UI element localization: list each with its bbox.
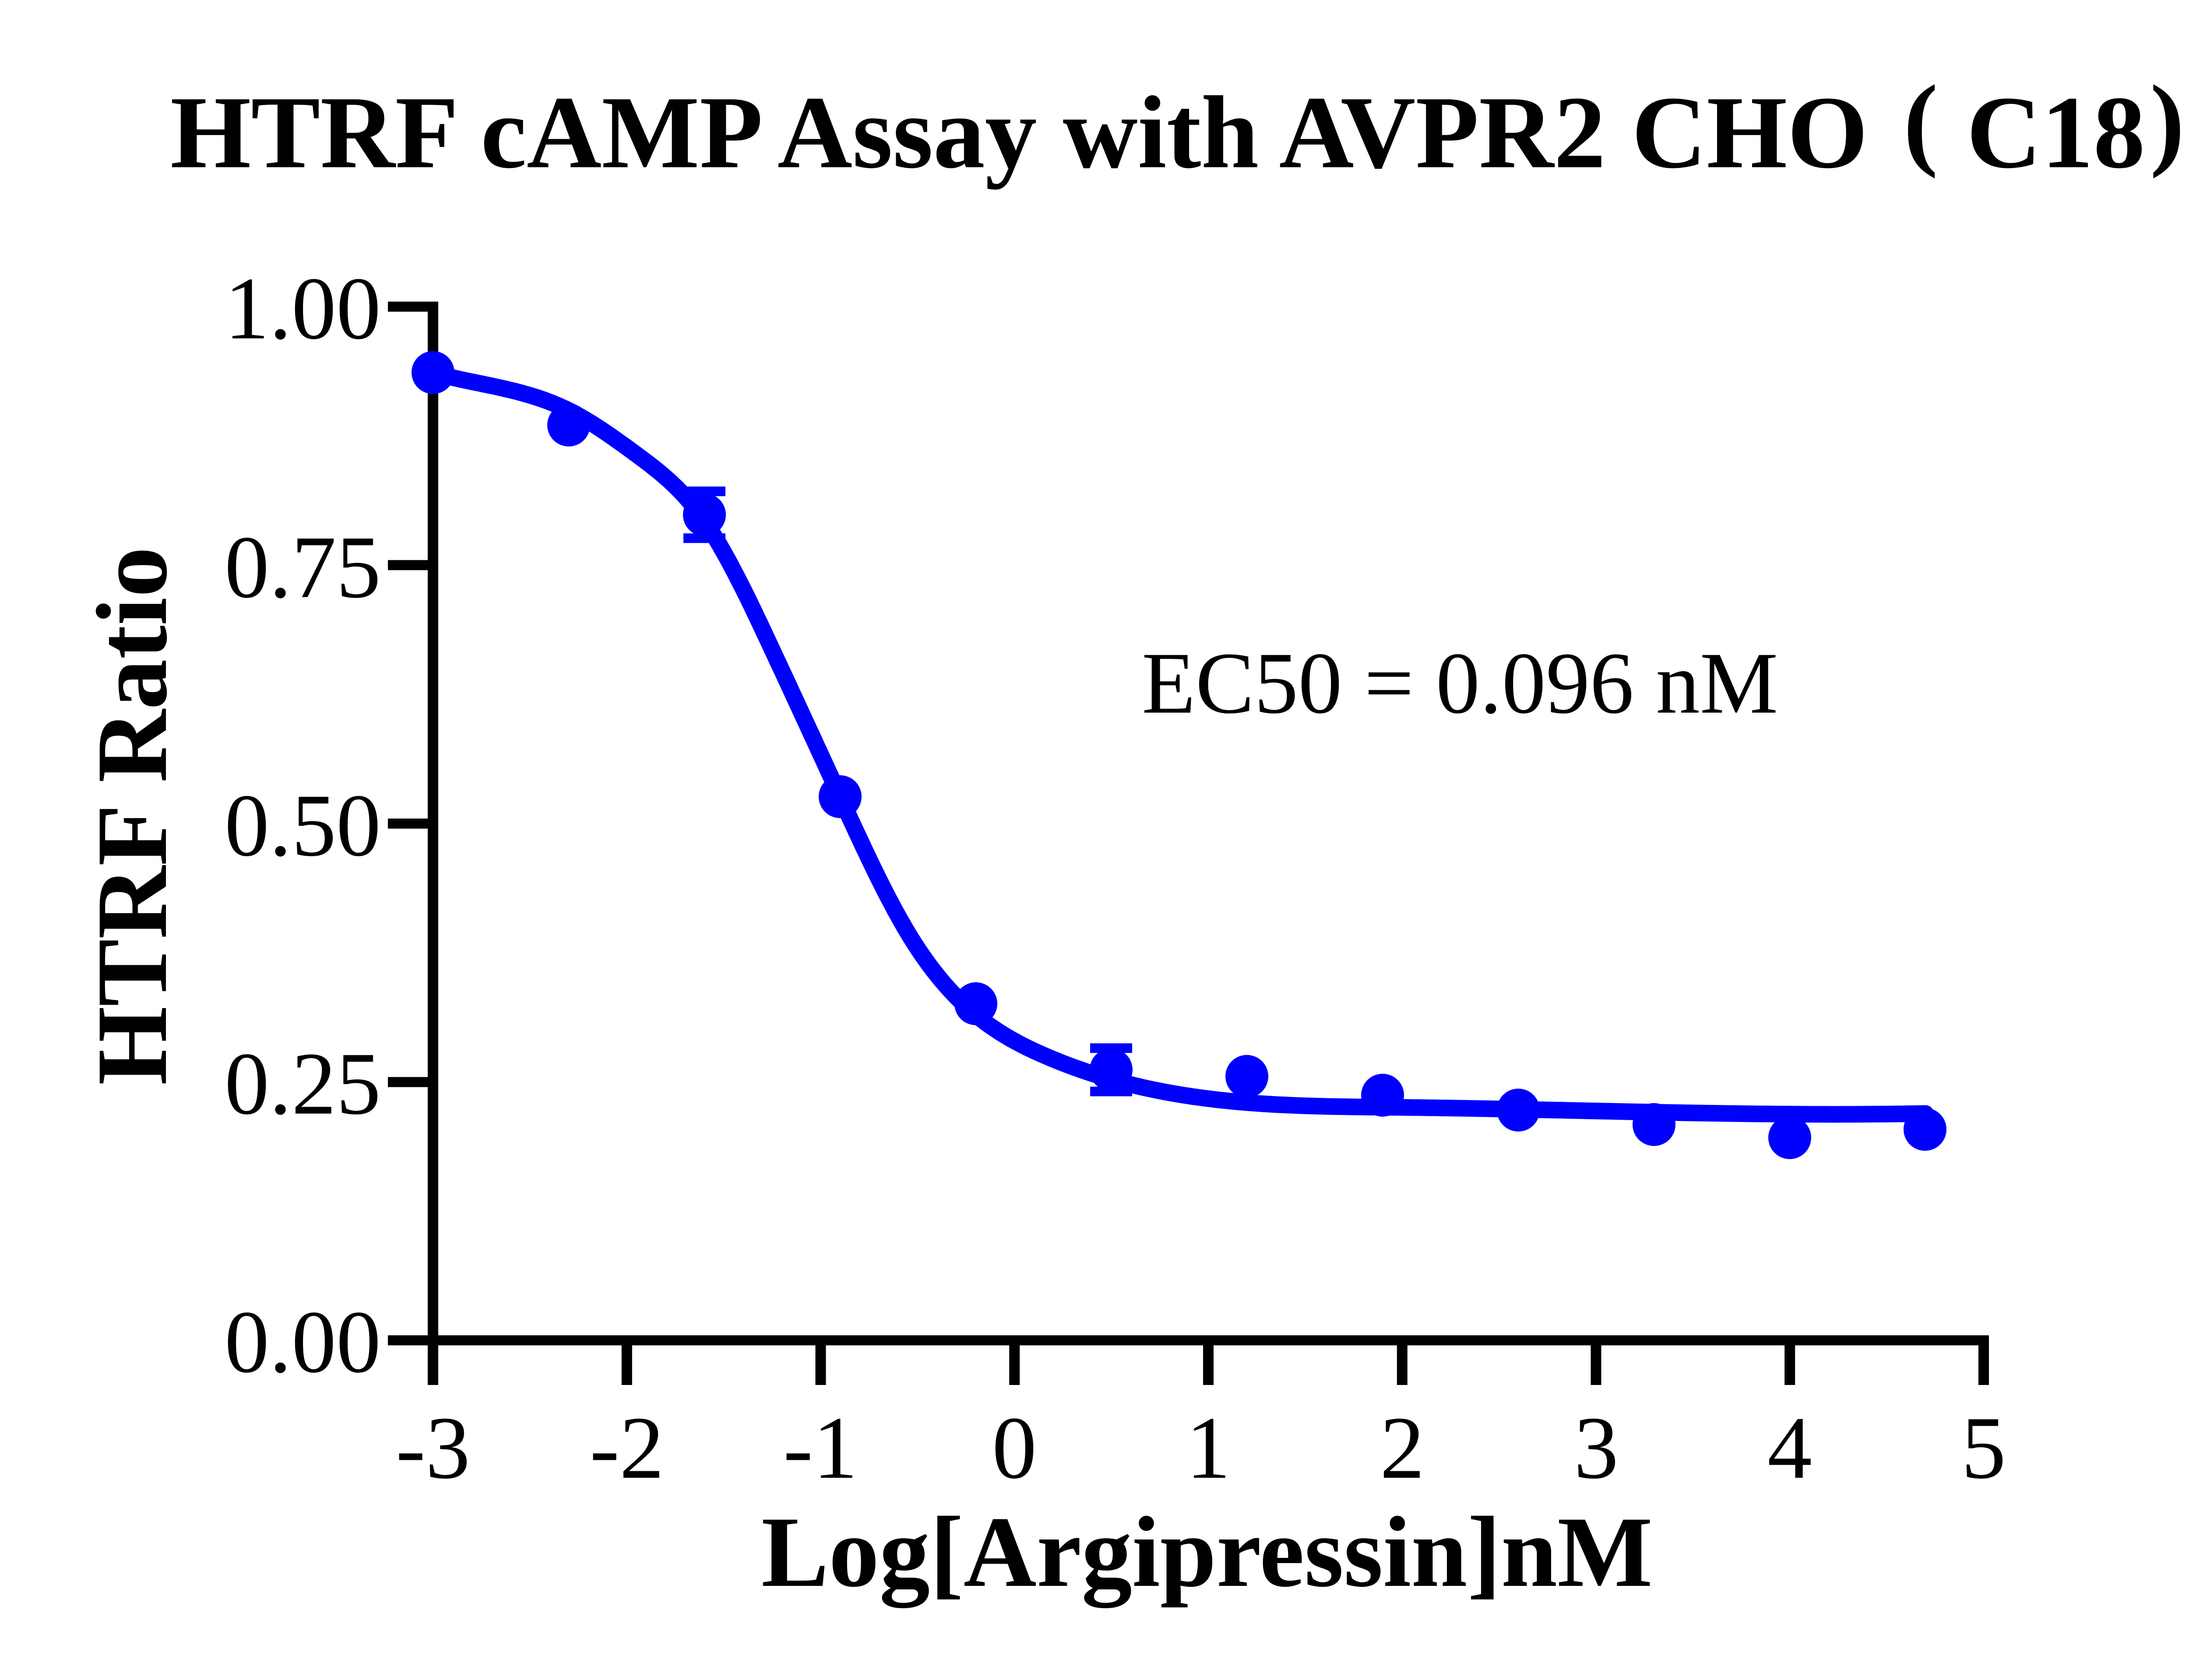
svg-text:0.75: 0.75: [225, 518, 381, 617]
svg-text:3: 3: [1574, 1399, 1619, 1497]
svg-text:0.25: 0.25: [225, 1034, 381, 1133]
svg-text:1: 1: [1186, 1399, 1231, 1497]
svg-text:-2: -2: [590, 1399, 664, 1497]
svg-text:0.00: 0.00: [225, 1293, 381, 1392]
svg-text:Log[Argipressin]nM: Log[Argipressin]nM: [761, 1496, 1653, 1608]
svg-text:2: 2: [1380, 1399, 1425, 1497]
svg-text:-1: -1: [783, 1399, 858, 1497]
svg-text:-3: -3: [396, 1399, 470, 1497]
svg-text:1.00: 1.00: [225, 259, 381, 358]
svg-text:4: 4: [1767, 1399, 1812, 1497]
svg-text:HTRF cAMP Assay with AVPR2 CHO: HTRF cAMP Assay with AVPR2 CHO(C18): [170, 64, 2185, 190]
svg-text:HTRF Ratio: HTRF Ratio: [76, 547, 188, 1085]
svg-text:EC50 = 0.096 nM: EC50 = 0.096 nM: [1142, 635, 1778, 732]
svg-text:5: 5: [1961, 1399, 2006, 1497]
svg-text:0.50: 0.50: [225, 776, 381, 875]
svg-text:0: 0: [992, 1399, 1037, 1497]
